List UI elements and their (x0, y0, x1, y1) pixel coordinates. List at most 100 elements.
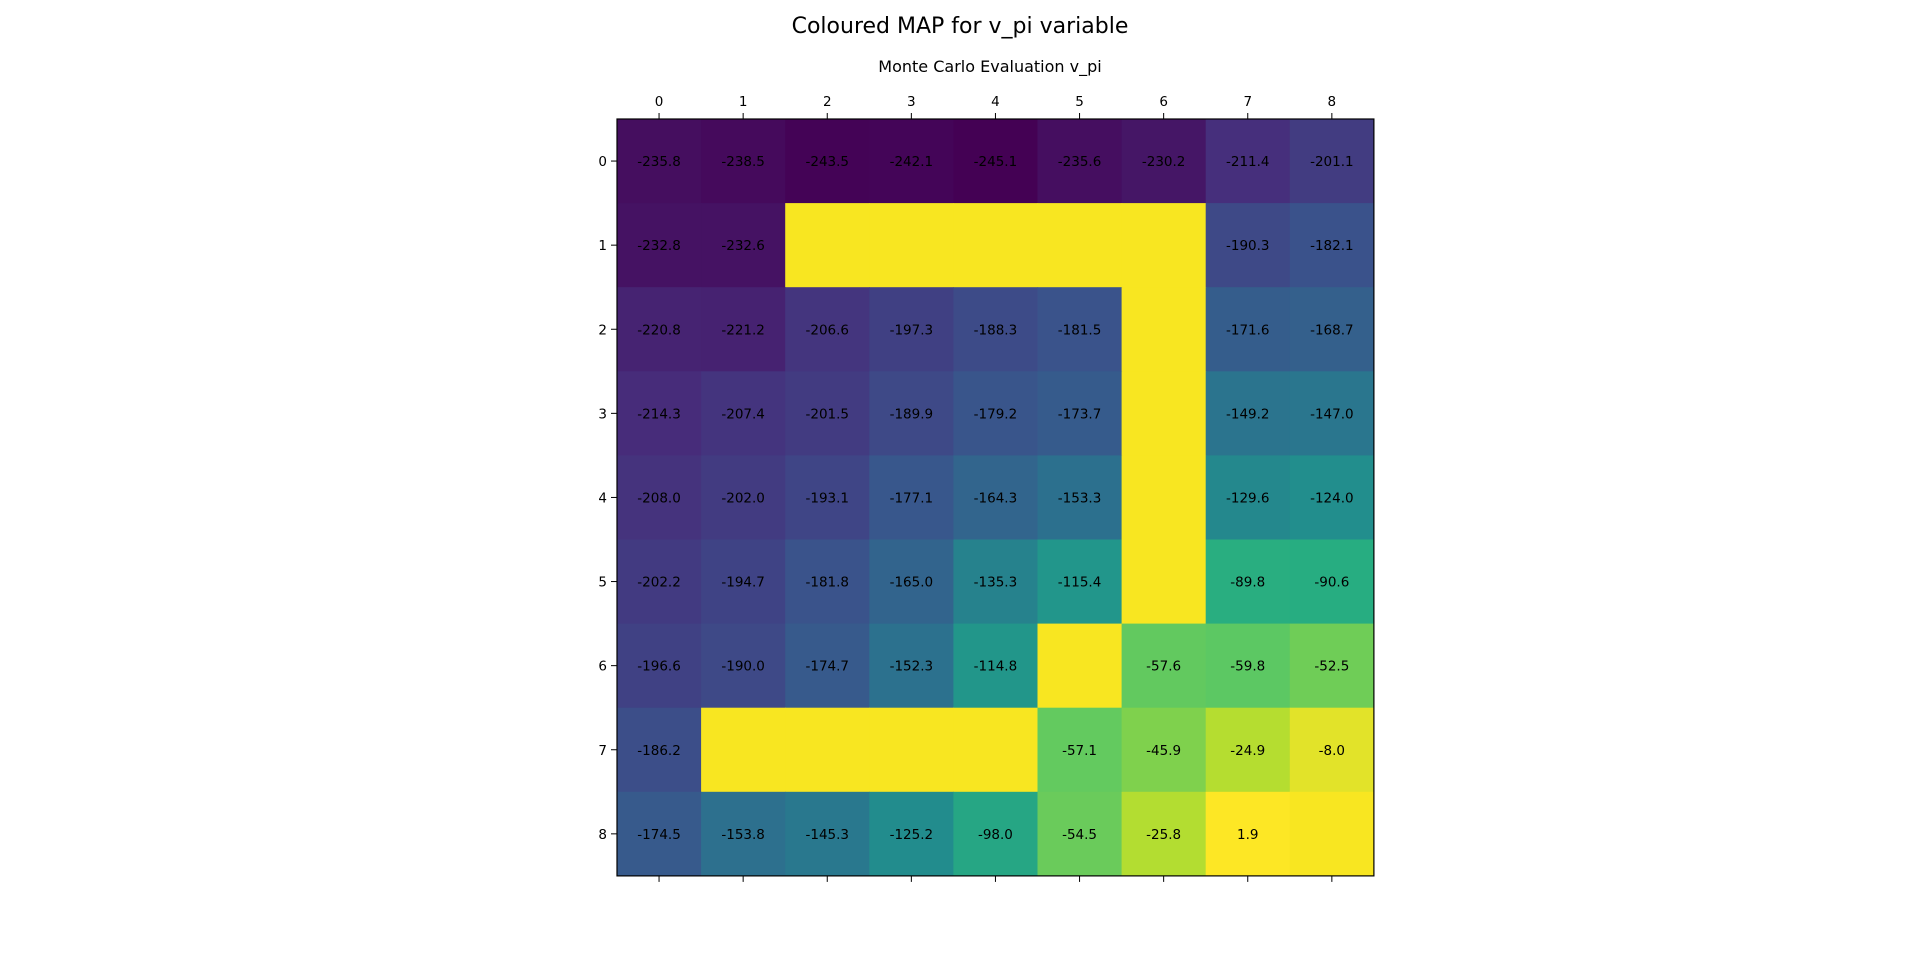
heatmap-cell (617, 203, 702, 288)
cell-value-label: -207.4 (721, 406, 765, 422)
cell-value-label: -90.6 (1314, 575, 1349, 591)
heatmap-cell (1037, 287, 1123, 372)
cell-value-label: -165.0 (890, 575, 934, 591)
figure-suptitle: Coloured MAP for v_pi variable (791, 14, 1129, 39)
heatmap-cell (617, 539, 702, 625)
heatmap-cell (701, 791, 786, 877)
heatmap-cell (785, 455, 870, 541)
heatmap-wall-cell (953, 707, 1039, 793)
x-tick-label: 0 (655, 94, 664, 110)
heatmap-cell (701, 371, 786, 456)
heatmap-cell (617, 623, 702, 709)
cell-value-label: -168.7 (1310, 322, 1354, 338)
heatmap-cell (1289, 455, 1375, 541)
heatmap-cell (1205, 623, 1291, 709)
heatmap-cell (1037, 119, 1123, 204)
cell-value-label: -238.5 (721, 154, 765, 170)
y-tick-label: 0 (598, 154, 607, 170)
x-axis: 0 1 2 3 4 5 6 7 8 (655, 94, 1336, 882)
cell-value-label: -235.6 (1058, 154, 1102, 170)
heatmap-cell (617, 371, 702, 456)
heatmap-cell (953, 539, 1039, 625)
x-tick-label: 1 (739, 94, 748, 110)
cell-value-label: -243.5 (805, 154, 849, 170)
cell-value-label: -177.1 (890, 490, 934, 506)
heatmap-cell (785, 287, 870, 372)
heatmap-wall-cell (1121, 455, 1207, 541)
heatmap-cell (869, 623, 954, 709)
cell-value-label: -114.8 (974, 659, 1018, 675)
heatmap-wall-cell (1121, 203, 1207, 288)
heatmap-cell (953, 119, 1039, 204)
heatmap-wall-cell (701, 707, 786, 793)
cell-value-label: -196.6 (637, 659, 681, 675)
heatmap-cell (617, 287, 702, 372)
heatmap-cell (1205, 203, 1291, 288)
heatmap-cell (869, 371, 954, 456)
heatmap-cell (701, 287, 786, 372)
cell-value-label: -242.1 (890, 154, 934, 170)
heatmap-cell (1205, 707, 1291, 793)
heatmap-cell (1037, 707, 1123, 793)
cell-value-label: -193.1 (805, 490, 849, 506)
cell-value-label: -188.3 (974, 322, 1018, 338)
heatmap-wall-cell (1289, 791, 1375, 877)
heatmap-cells (617, 119, 1375, 877)
heatmap-cell (785, 791, 870, 877)
cell-value-label: -124.0 (1310, 490, 1354, 506)
y-tick-label: 7 (598, 743, 607, 759)
y-tick-label: 8 (598, 827, 607, 843)
cell-value-label: -221.2 (721, 322, 765, 338)
heatmap-cell-labels: -235.8 -238.5 -243.5 -242.1 -245.1 -235.6 -230… (637, 154, 1353, 843)
cell-value-label: -171.6 (1226, 322, 1270, 338)
cell-value-label: -149.2 (1226, 406, 1270, 422)
heatmap-wall-cell (1121, 287, 1207, 372)
heatmap-cell (1037, 371, 1123, 456)
heatmap-cell (701, 623, 786, 709)
cell-value-label: -173.7 (1058, 406, 1102, 422)
cell-value-label: -24.9 (1230, 743, 1265, 759)
cell-value-label: -220.8 (637, 322, 681, 338)
cell-value-label: -179.2 (974, 406, 1018, 422)
cell-value-label: -245.1 (974, 154, 1018, 170)
cell-value-label: -232.8 (637, 238, 681, 254)
heatmap-wall-cell (869, 203, 954, 288)
cell-value-label: -206.6 (805, 322, 849, 338)
heatmap-wall-cell (1037, 203, 1123, 288)
x-tick-label: 3 (907, 94, 916, 110)
cell-value-label: -25.8 (1146, 827, 1181, 843)
cell-value-label: -202.0 (721, 490, 765, 506)
x-tick-label: 6 (1159, 94, 1168, 110)
heatmap-cell (1289, 119, 1375, 204)
cell-value-label: -174.5 (637, 827, 681, 843)
heatmap-wall-cell (1121, 539, 1207, 625)
y-tick-label: 2 (598, 322, 607, 338)
cell-value-label: -190.3 (1226, 238, 1270, 254)
heatmap-wall-cell (953, 203, 1039, 288)
cell-value-label: -129.6 (1226, 490, 1270, 506)
heatmap-cell (953, 371, 1039, 456)
chart-title: Monte Carlo Evaluation v_pi (878, 57, 1101, 77)
heatmap-cell (1205, 287, 1291, 372)
heatmap-cell (701, 455, 786, 541)
cell-value-label: -202.2 (637, 575, 681, 591)
cell-value-label: -190.0 (721, 659, 765, 675)
y-tick-label: 5 (598, 575, 607, 591)
cell-value-label: -152.3 (890, 659, 934, 675)
cell-value-label: -59.8 (1230, 659, 1265, 675)
heatmap-cell (1205, 539, 1291, 625)
cell-value-label: -98.0 (978, 827, 1013, 843)
heatmap-cell (1205, 455, 1291, 541)
heatmap-cell (1205, 791, 1291, 877)
heatmap-cell (1121, 119, 1207, 204)
cell-value-label: -54.5 (1062, 827, 1097, 843)
cell-value-label: -182.1 (1310, 238, 1354, 254)
heatmap-cell (1289, 623, 1375, 709)
heatmap-cell (785, 371, 870, 456)
heatmap-cell (1289, 203, 1375, 288)
heatmap-cell (785, 623, 870, 709)
heatmap-cell (701, 119, 786, 204)
heatmap-cell (869, 287, 954, 372)
heatmap-cell (617, 707, 702, 793)
heatmap-cell (1289, 707, 1375, 793)
